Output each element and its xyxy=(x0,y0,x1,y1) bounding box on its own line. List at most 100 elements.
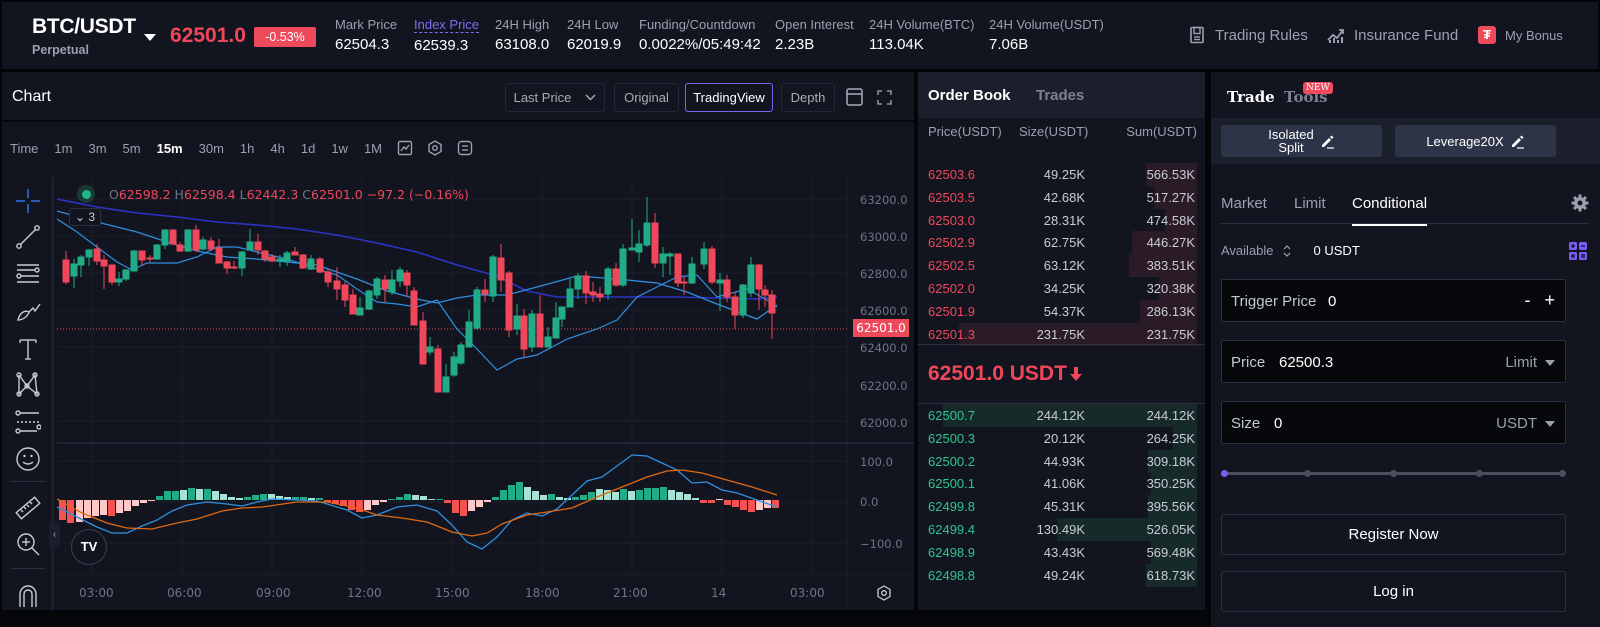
my-bonus-link[interactable]: ₮ My Bonus xyxy=(1478,26,1563,44)
timeframe-30m[interactable]: 30m xyxy=(198,140,224,156)
layout-icon[interactable] xyxy=(846,88,863,106)
register-button[interactable]: Register Now xyxy=(1221,514,1566,555)
bid-row[interactable]: 62500.1 41.06K 350.25K xyxy=(918,472,1205,496)
candlestick-chart[interactable]: O 62598.2 H 62598.4 L 62442.3 C 62501.0 −97.… xyxy=(57,177,914,610)
status-dot-icon xyxy=(77,185,95,203)
decrement-button[interactable]: - xyxy=(1524,290,1531,310)
tab-limit[interactable]: Limit xyxy=(1294,195,1326,212)
timeframe-5m[interactable]: 5m xyxy=(122,140,141,156)
price-type-select[interactable]: Limit xyxy=(1505,354,1555,371)
size-slider[interactable] xyxy=(1221,470,1566,478)
timeframe-1d[interactable]: 1d xyxy=(300,140,316,156)
ask-row[interactable]: 62503.5 42.68K 517.27K xyxy=(918,185,1205,209)
magnet-icon[interactable] xyxy=(15,582,41,608)
timeframe-15m[interactable]: 15m xyxy=(156,140,183,156)
ruler-icon[interactable] xyxy=(15,495,41,521)
timeframe-4h[interactable]: 4h xyxy=(270,140,285,156)
indicators-icon[interactable] xyxy=(457,140,473,156)
ask-row[interactable]: 62501.3 231.75K 231.75K xyxy=(918,322,1205,346)
price-input[interactable]: 62500.3 xyxy=(1279,354,1334,371)
chart-settings-icon[interactable] xyxy=(876,585,892,601)
bid-row[interactable]: 62499.4 130.49K 526.05K xyxy=(918,518,1205,541)
bid-row[interactable]: 62499.8 45.31K 395.56K xyxy=(918,495,1205,519)
increment-button[interactable]: + xyxy=(1544,290,1555,310)
emoji-icon[interactable] xyxy=(15,446,41,472)
fib-retracement-icon[interactable] xyxy=(15,409,41,435)
slider-mark-75[interactable] xyxy=(1476,470,1483,477)
ask-sum: 231.75K xyxy=(1146,326,1195,342)
chart-type-icon[interactable] xyxy=(397,140,413,156)
tab-trades[interactable]: Trades xyxy=(1036,87,1085,104)
collapse-toolbar-button[interactable]: ‹ xyxy=(49,523,60,547)
bid-row[interactable]: 62500.2 44.93K 309.18K xyxy=(918,449,1205,473)
trend-line-icon[interactable] xyxy=(15,224,41,250)
timeframe-bar: Time 1m 3m 5m 15m 30m 1h 4h 1d 1w 1M xyxy=(2,136,480,160)
indicator-settings-icon[interactable] xyxy=(427,140,443,156)
ask-row[interactable]: 62503.0 28.31K 474.58K xyxy=(918,208,1205,232)
indicators-toggle[interactable]: ⌄ 3 xyxy=(69,208,101,226)
login-button[interactable]: Log in xyxy=(1221,571,1566,612)
timeframe-3m[interactable]: 3m xyxy=(88,140,107,156)
price-field[interactable]: Price 62500.3 Limit xyxy=(1221,340,1566,383)
view-tradingview-button[interactable]: TradingView xyxy=(685,83,773,112)
order-book-tabs: Order Book Trades xyxy=(918,72,1205,118)
crosshair-icon[interactable] xyxy=(15,188,41,214)
ask-row[interactable]: 62502.5 63.12K 383.51K xyxy=(918,254,1205,278)
tradingview-logo[interactable]: TV xyxy=(71,529,107,565)
tab-market[interactable]: Market xyxy=(1221,195,1267,212)
tab-trade[interactable]: Trade xyxy=(1227,88,1275,106)
insurance-fund-link[interactable]: Insurance Fund xyxy=(1327,26,1458,44)
trigger-price-input[interactable]: 0 xyxy=(1328,293,1337,310)
slider-knob-0[interactable] xyxy=(1221,470,1228,477)
timeframe-1m[interactable]: 1m xyxy=(54,140,73,156)
bid-row[interactable]: 62500.3 20.12K 264.25K xyxy=(918,426,1205,450)
macd-axis-label: −100.0 xyxy=(860,537,903,551)
text-tool-icon[interactable] xyxy=(15,336,41,362)
horizontal-lines-icon[interactable] xyxy=(15,261,41,287)
swap-icon[interactable] xyxy=(1282,244,1292,257)
view-depth-button[interactable]: Depth xyxy=(781,83,835,112)
tab-conditional[interactable]: Conditional xyxy=(1352,195,1428,226)
trigger-price-field[interactable]: Trigger Price 0 - + xyxy=(1221,279,1566,322)
ask-row[interactable]: 62502.0 34.25K 320.38K xyxy=(918,277,1205,300)
size-field[interactable]: Size 0 USDT xyxy=(1221,401,1566,444)
size-unit-select[interactable]: USDT xyxy=(1496,415,1555,432)
timeframe-1h[interactable]: 1h xyxy=(239,140,255,156)
price-type-dropdown[interactable]: Last Price xyxy=(505,83,605,112)
symbol-selector[interactable]: BTC/USDT Perpetual xyxy=(32,15,136,57)
zoom-in-icon[interactable] xyxy=(15,531,41,557)
slider-mark-100[interactable] xyxy=(1559,470,1566,477)
index-price-link[interactable]: Index Price xyxy=(414,17,480,33)
margin-mode-button[interactable]: Isolated Split xyxy=(1221,125,1382,157)
low-value: 62442.3 xyxy=(246,186,299,202)
bid-row[interactable]: 62498.8 49.24K 618.73K xyxy=(918,563,1205,587)
calculator-icon[interactable] xyxy=(1568,241,1588,261)
trigger-price-label: Trigger Price xyxy=(1231,293,1317,310)
caret-down-icon[interactable] xyxy=(144,34,156,41)
slider-mark-50[interactable] xyxy=(1390,470,1397,477)
brush-icon[interactable] xyxy=(15,298,41,324)
timeframe-time[interactable]: Time xyxy=(10,140,39,156)
ask-row[interactable]: 62502.9 62.75K 446.27K xyxy=(918,231,1205,255)
ask-row[interactable]: 62503.6 49.25K 566.53K xyxy=(918,163,1205,186)
tab-order-book[interactable]: Order Book xyxy=(928,87,1011,104)
gear-icon[interactable] xyxy=(1571,194,1589,212)
ask-row[interactable]: 62501.9 54.37K 286.13K xyxy=(918,299,1205,323)
price-axis-label: 62400.0 xyxy=(860,341,908,355)
time-axis-label: 06:00 xyxy=(167,586,202,600)
fullscreen-icon[interactable] xyxy=(877,90,892,105)
pattern-icon[interactable] xyxy=(15,372,41,398)
leverage-button[interactable]: Leverage20X xyxy=(1395,125,1556,157)
view-original-button[interactable]: Original xyxy=(614,83,679,112)
stat-index-price[interactable]: Index Price 62539.3 xyxy=(414,17,480,54)
size-input[interactable]: 0 xyxy=(1274,415,1283,432)
bid-row[interactable]: 62500.7 244.12K 244.12K xyxy=(918,404,1205,427)
trading-rules-link[interactable]: Trading Rules xyxy=(1188,26,1308,44)
timeframe-1M[interactable]: 1M xyxy=(363,140,383,156)
bid-row[interactable]: 62498.9 43.43K 569.48K xyxy=(918,540,1205,564)
slider-mark-25[interactable] xyxy=(1304,470,1311,477)
bid-size: 244.12K xyxy=(1036,408,1085,423)
low-label: L xyxy=(239,186,247,202)
timeframe-1w[interactable]: 1w xyxy=(331,140,348,156)
margin-mode-label: Isolated Split xyxy=(1268,128,1314,154)
